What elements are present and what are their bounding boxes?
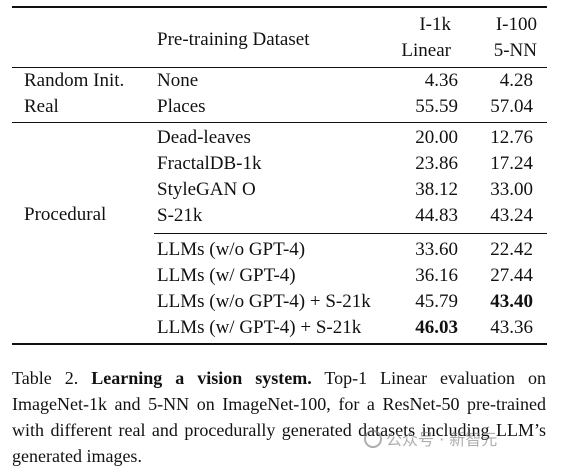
wechat-logo-icon	[364, 430, 382, 448]
table-row-i100: 57.04	[490, 96, 533, 117]
table-row-i1k: 4.36	[424, 70, 458, 91]
header-bottom-rule	[12, 67, 547, 68]
table-row-i100: 4.28	[499, 70, 533, 91]
table-row-dataset: None	[157, 70, 199, 91]
table-row-i100: 17.24	[490, 153, 533, 174]
table-row-i100-best: 43.40	[490, 291, 533, 312]
table-row-i100: 27.44	[490, 265, 533, 286]
table-row-i100: 43.36	[490, 317, 533, 338]
table-row-i1k: 44.83	[415, 205, 458, 226]
table-row-dataset: Places	[157, 96, 206, 117]
watermark-text: 公众号 · 新智元	[386, 430, 498, 449]
table-row-dataset: FractalDB-1k	[157, 153, 262, 174]
table-row-dataset: S-21k	[157, 205, 203, 226]
table-row-i1k: 33.60	[415, 239, 458, 260]
table-row-dataset: LLMs (w/o GPT-4) + S-21k	[157, 291, 371, 312]
table-bottom-rule	[12, 343, 547, 345]
table-row-i1k-best: 46.03	[415, 317, 458, 338]
table-row-i1k: 23.86	[415, 153, 458, 174]
table-row-dataset: LLMs (w/o GPT-4)	[157, 239, 306, 260]
caption-label: Table 2.	[12, 368, 79, 388]
table-row-dataset: LLMs (w/ GPT-4) + S-21k	[157, 317, 362, 338]
header-dataset: Pre-training Dataset	[157, 29, 310, 50]
group-random-init: Random Init.	[24, 70, 125, 91]
table-row-i100: 43.24	[490, 205, 533, 226]
table-row-i100: 12.76	[490, 127, 533, 148]
watermark: 公众号 · 新智元	[364, 426, 497, 450]
group-procedural: Procedural	[24, 204, 107, 225]
header-i1k-line2: Linear	[401, 40, 451, 61]
caption-body: Top-1 Linear evaluation on ImageNet-1k a…	[12, 368, 547, 466]
group-real: Real	[24, 96, 59, 117]
header-i1k-line1: I-1k	[419, 14, 451, 35]
table-row-i1k: 55.59	[415, 96, 458, 117]
table-row-i1k: 45.79	[415, 291, 458, 312]
table-row-dataset: StyleGAN O	[157, 179, 256, 200]
table-top-rule	[12, 6, 547, 8]
table-row-i100: 33.00	[490, 179, 533, 200]
table-row-dataset: Dead-leaves	[157, 127, 251, 148]
table-caption: Table 2. Learning a vision system. Top-1…	[12, 365, 546, 469]
table-row-i1k: 38.12	[415, 179, 458, 200]
header-i100-line2: 5-NN	[493, 40, 537, 61]
header-i100-line1: I-100	[495, 14, 537, 35]
caption-title: Learning a vision system.	[91, 368, 312, 388]
table-row-i1k: 36.16	[415, 265, 458, 286]
table-row-i100: 22.42	[490, 239, 533, 260]
table-row-dataset: LLMs (w/ GPT-4)	[157, 265, 296, 286]
table-row-i1k: 20.00	[415, 127, 458, 148]
procedural-partial-rule	[154, 233, 547, 234]
real-bottom-rule	[12, 122, 547, 123]
